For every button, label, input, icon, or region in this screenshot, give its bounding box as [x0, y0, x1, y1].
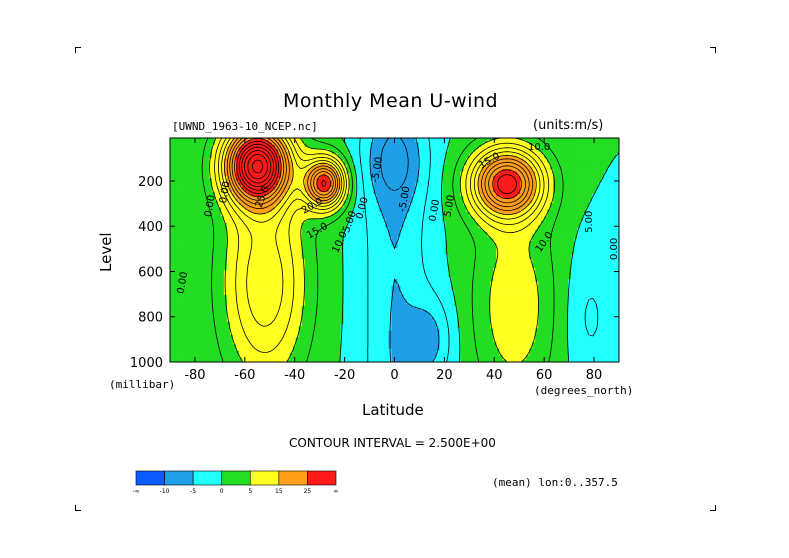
x-axis-units: (degrees_north) — [534, 384, 634, 397]
contour-line — [236, 140, 517, 195]
colorbar-label: 15 — [275, 488, 283, 495]
contour-line — [226, 138, 534, 211]
crop-mark-top-left — [75, 47, 81, 53]
contour-line — [231, 138, 526, 204]
x-tick-label: 80 — [586, 368, 603, 383]
contour-line — [380, 138, 409, 191]
contour-line — [221, 138, 541, 223]
contour-line — [369, 138, 440, 362]
colorbar-swatch — [278, 470, 308, 486]
colorbar-label: 0 — [220, 488, 224, 495]
x-tick-label: 40 — [486, 368, 503, 383]
colorbar-label: -∞ — [132, 488, 139, 495]
crop-mark-bottom-left — [75, 505, 81, 511]
contour-line — [209, 138, 555, 362]
y-tick-label: 400 — [138, 220, 163, 235]
contour-line — [244, 150, 272, 184]
units-label: (units:m/s) — [533, 118, 604, 133]
footnote-longitude: (mean) lon:0..357.5 — [492, 476, 618, 489]
colorbar-swatch — [135, 470, 165, 486]
dataset-label: [UWND_1963-10_NCEP.nc] — [172, 120, 318, 133]
contour-label: -5.00 — [370, 156, 385, 183]
contour-line — [238, 143, 277, 191]
contour-label: -5.00 — [397, 185, 412, 212]
contour-line — [234, 138, 522, 200]
contour-interval-text: CONTOUR INTERVAL = 2.500E+00 — [289, 436, 496, 450]
colorbar-swatch — [164, 470, 194, 486]
contour-label: 5.00 — [443, 194, 458, 218]
contour-line — [229, 138, 530, 208]
contour-line — [224, 138, 537, 215]
x-tick-label: -60 — [234, 368, 255, 383]
x-tick-label: 0 — [390, 368, 398, 383]
colorbar-swatch — [249, 470, 280, 486]
contour-line — [251, 159, 264, 174]
contour-label: 0.00 — [203, 194, 218, 218]
chart-title: Monthly Mean U-wind — [283, 90, 499, 112]
contour-line — [214, 138, 550, 353]
y-tick-label: 600 — [138, 265, 163, 280]
contour-label: 5.00 — [584, 211, 595, 233]
contour-label: 0.00 — [176, 271, 191, 295]
contour-label: 0.00 — [218, 180, 233, 204]
x-tick-label: -80 — [184, 368, 205, 383]
contour-line — [359, 138, 599, 362]
x-tick-label: 20 — [436, 368, 453, 383]
x-tick-label: -20 — [334, 368, 355, 383]
y-axis-label: Level — [97, 232, 115, 272]
colorbar-label: 5 — [248, 488, 252, 495]
contour-label: 10.0 — [528, 142, 550, 153]
contour-line — [201, 138, 564, 362]
contour-line — [218, 138, 545, 327]
y-axis-units: (millibar) — [109, 378, 176, 391]
x-tick-label: 60 — [536, 368, 553, 383]
colorbar: -∞ -10 -5 0 5 15 25 ∞ — [132, 470, 339, 495]
colorbar-label: 25 — [304, 488, 312, 495]
contour-line — [247, 154, 268, 180]
contour-label: 0.00 — [609, 238, 620, 260]
colorbar-label: ∞ — [334, 488, 339, 495]
y-tick-label: 1000 — [130, 356, 163, 371]
contour-label: 0.00 — [428, 199, 443, 223]
colorbar-swatch — [192, 470, 223, 486]
x-axis-label: Latitude — [362, 401, 424, 419]
colorbar-label: -5 — [190, 488, 196, 495]
colorbar-swatch — [221, 470, 251, 486]
crop-mark-bottom-right — [710, 505, 716, 511]
crop-mark-top-right — [710, 47, 716, 53]
colorbar-label: -10 — [160, 488, 170, 495]
y-tick-label: 800 — [138, 311, 163, 326]
colorbar-swatch — [307, 470, 337, 486]
contour-line — [241, 146, 275, 187]
x-tick-label: -40 — [284, 368, 305, 383]
y-tick-label: 200 — [138, 175, 163, 190]
